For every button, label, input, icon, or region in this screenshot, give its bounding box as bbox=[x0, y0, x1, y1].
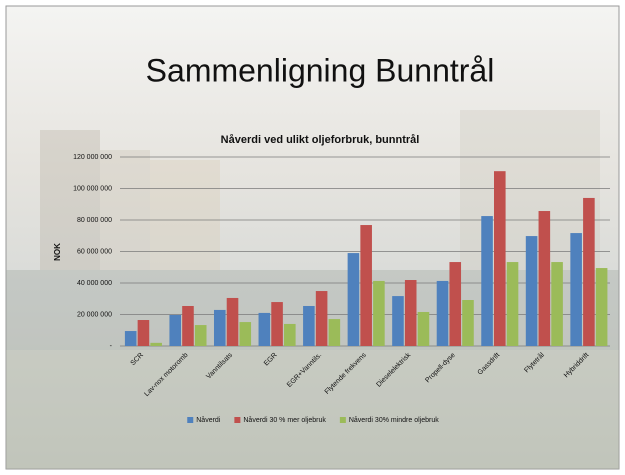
y-tick-label: 100 000 000 bbox=[73, 185, 112, 192]
bar bbox=[150, 342, 162, 346]
bar bbox=[595, 268, 608, 346]
bar bbox=[494, 171, 506, 346]
bar bbox=[347, 253, 360, 346]
bar bbox=[284, 323, 296, 346]
bar bbox=[328, 319, 341, 346]
bar bbox=[182, 305, 194, 346]
chart-title: Nåverdi ved ulikt oljeforbruk, bunntrål bbox=[221, 134, 420, 146]
legend-swatch bbox=[187, 417, 194, 423]
bar bbox=[169, 314, 182, 346]
bar bbox=[239, 322, 252, 346]
bar bbox=[373, 280, 385, 346]
slide-title: Sammenligning Bunntrål bbox=[146, 52, 495, 88]
bar bbox=[124, 331, 137, 346]
bar bbox=[271, 302, 283, 346]
bar bbox=[551, 262, 563, 346]
bar bbox=[226, 297, 239, 346]
legend-swatch bbox=[234, 417, 241, 423]
bar bbox=[194, 325, 207, 346]
y-tick-label: 40 000 000 bbox=[77, 280, 112, 287]
y-tick-label: 80 000 000 bbox=[77, 217, 112, 224]
bar bbox=[538, 211, 551, 346]
bar bbox=[315, 291, 328, 346]
bar bbox=[481, 216, 493, 346]
bar bbox=[449, 262, 462, 346]
bar bbox=[417, 311, 430, 346]
bar bbox=[258, 312, 271, 346]
y-tick-label: 60 000 000 bbox=[77, 248, 112, 255]
bar bbox=[392, 296, 404, 346]
bar bbox=[137, 320, 150, 346]
y-tick-label: 20 000 000 bbox=[77, 311, 112, 318]
bar bbox=[303, 305, 315, 346]
legend-swatch bbox=[339, 417, 346, 423]
y-tick-label: 120 000 000 bbox=[73, 154, 112, 161]
bar bbox=[506, 262, 519, 346]
bar bbox=[525, 236, 538, 346]
slide-background bbox=[5, 5, 620, 470]
bar bbox=[360, 225, 372, 346]
legend-label: Nåverdi 30% mindre oljebruk bbox=[349, 416, 439, 424]
bar bbox=[570, 233, 582, 346]
bar bbox=[462, 300, 474, 346]
legend-label: Nåverdi 30 % mer oljebruk bbox=[243, 416, 326, 424]
legend-label: Nåverdi bbox=[196, 416, 221, 424]
bar bbox=[213, 309, 226, 346]
bar bbox=[404, 280, 417, 346]
y-axis-label: NOK bbox=[53, 243, 62, 261]
y-tick-label: - bbox=[110, 343, 113, 350]
bar bbox=[436, 280, 449, 346]
bar bbox=[583, 197, 595, 346]
